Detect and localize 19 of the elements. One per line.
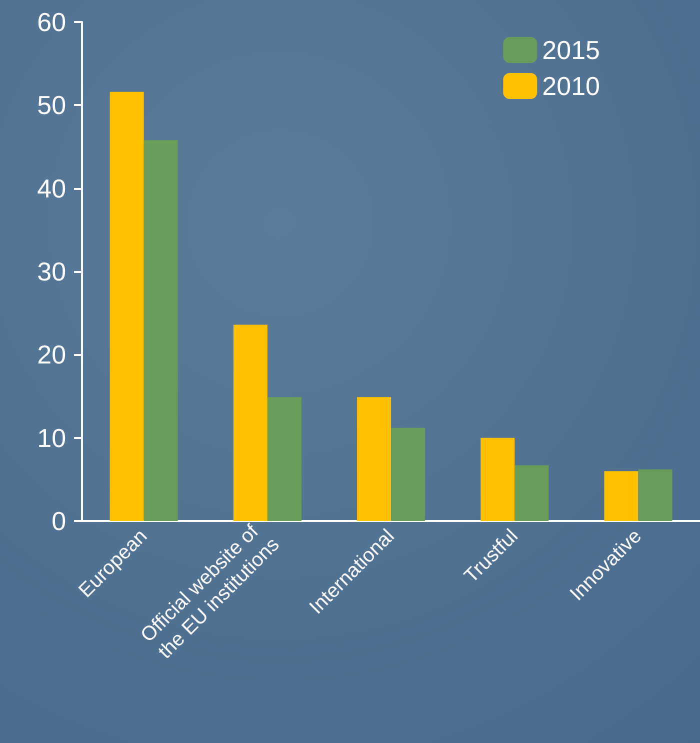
- bar: [233, 324, 268, 521]
- y-tick-label: 30: [37, 256, 66, 286]
- bar: [110, 92, 144, 521]
- y-tick-label: 10: [37, 422, 66, 453]
- bar: [267, 397, 302, 521]
- y-tick-label: 60: [37, 7, 66, 37]
- bar: [604, 471, 638, 521]
- y-tick-label: 0: [52, 506, 66, 536]
- bar: [357, 397, 392, 521]
- bar: [144, 140, 178, 521]
- bar: [514, 465, 549, 521]
- bar: [391, 428, 426, 521]
- legend-label: 2010: [542, 71, 600, 101]
- bar: [638, 469, 672, 521]
- y-tick-label: 40: [37, 173, 66, 204]
- y-tick-label: 20: [37, 340, 66, 370]
- legend-label: 2015: [542, 35, 600, 65]
- y-tick-label: 50: [37, 90, 66, 120]
- bar: [480, 438, 515, 521]
